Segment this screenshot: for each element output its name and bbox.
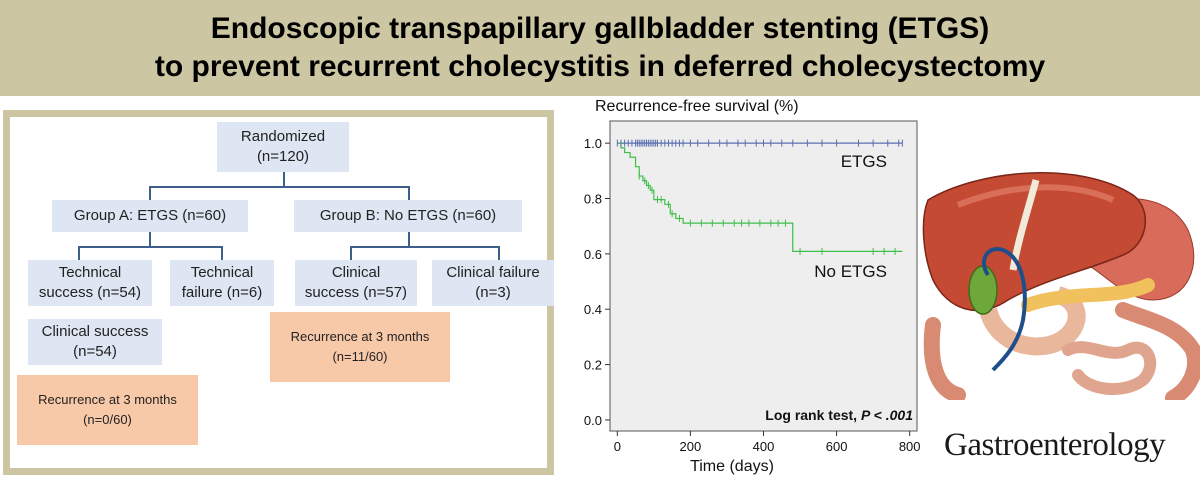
x-tick-label: 800 bbox=[899, 439, 920, 454]
journal-logo: Gastroenterology bbox=[944, 427, 1166, 463]
title-line-2: to prevent recurrent cholecystitis in de… bbox=[154, 50, 1046, 83]
a-recurrence-line1: Recurrence at 3 months bbox=[38, 392, 177, 407]
log-rank-prefix: Log rank test, bbox=[765, 407, 861, 423]
a-technical-success-line2: success (n=54) bbox=[38, 284, 142, 301]
connector-line bbox=[149, 232, 151, 247]
log-rank-p-value: P < .001 bbox=[861, 407, 913, 423]
y-tick-label: 1.0 bbox=[584, 136, 602, 151]
censor-layer bbox=[616, 139, 903, 255]
stent bbox=[982, 247, 1027, 372]
connector-line bbox=[498, 246, 500, 260]
y-tick-label: 0.6 bbox=[584, 247, 602, 262]
a-technical-failure-line2: failure (n=6) bbox=[181, 284, 263, 301]
x-tick-label: 400 bbox=[753, 439, 775, 454]
connector-line bbox=[283, 172, 285, 187]
a-technical-failure-box: Technical failure (n=6) bbox=[170, 260, 274, 306]
anatomy-illustration bbox=[922, 172, 1200, 400]
connector-line bbox=[350, 246, 352, 260]
b-recurrence-line2: (n=11/60) bbox=[332, 349, 388, 364]
a-technical-failure-line1: Technical bbox=[190, 264, 254, 281]
a-clinical-success-line1: Clinical success bbox=[41, 323, 149, 340]
b-clinical-failure-line1: Clinical failure bbox=[446, 264, 540, 281]
small-intestine bbox=[1062, 341, 1157, 396]
group-b-box: Group B: No ETGS (n=60) bbox=[294, 200, 522, 232]
group-a-box: Group A: ETGS (n=60) bbox=[52, 200, 248, 232]
group-b-label: Group B: No ETGS (n=60) bbox=[319, 207, 497, 224]
title-line-1: Endoscopic transpapillary gallbladder st… bbox=[210, 12, 990, 45]
b-clinical-failure-line2: (n=3) bbox=[475, 284, 511, 301]
log-rank-annotation: Log rank test, P < .001 bbox=[765, 407, 913, 423]
chart-title: Recurrence-free survival (%) bbox=[595, 98, 799, 115]
x-tick-label: 200 bbox=[680, 439, 702, 454]
connector-line bbox=[408, 232, 410, 247]
y-tick-label: 0.4 bbox=[584, 302, 602, 317]
connector-line bbox=[149, 186, 151, 200]
plot-area bbox=[609, 120, 918, 432]
etgs-curve-label: ETGS bbox=[841, 152, 887, 171]
connector-line bbox=[78, 246, 80, 260]
connector-line bbox=[408, 186, 410, 200]
b-clinical-failure-box: Clinical failure (n=3) bbox=[432, 260, 554, 306]
connector-line bbox=[350, 246, 500, 248]
x-tick-label: 0 bbox=[614, 439, 621, 454]
a-clinical-success-line2: (n=54) bbox=[73, 343, 117, 360]
connector-line bbox=[78, 246, 223, 248]
y-tick-label: 0.2 bbox=[584, 358, 602, 373]
y-tick-label: 0.0 bbox=[584, 413, 602, 428]
pancreas bbox=[1021, 278, 1155, 312]
randomized-label: Randomized bbox=[240, 128, 326, 145]
a-clinical-success-box: Clinical success (n=54) bbox=[28, 319, 162, 365]
x-axis-label: Time (days) bbox=[690, 458, 774, 475]
x-tick-label: 600 bbox=[826, 439, 848, 454]
no-etgs-curve-label: No ETGS bbox=[814, 262, 887, 281]
a-technical-success-box: Technical success (n=54) bbox=[28, 260, 152, 306]
b-clinical-success-line1: Clinical bbox=[331, 264, 381, 281]
gallbladder bbox=[968, 265, 998, 315]
b-recurrence-line1: Recurrence at 3 months bbox=[290, 329, 430, 344]
y-axis: 0.0 0.2 0.4 0.6 0.8 1.0 bbox=[584, 136, 610, 428]
x-axis: 0 200 400 600 800 bbox=[614, 431, 920, 454]
flowchart-frame: Randomized (n=120) Group A: ETGS (n=60) … bbox=[3, 110, 554, 475]
survival-chart: Recurrence-free survival (%) 0.00.20.40.… bbox=[584, 98, 920, 475]
colon bbox=[923, 302, 1200, 400]
a-recurrence-line2: (n=0/60) bbox=[83, 412, 132, 427]
title-banner: Endoscopic transpapillary gallbladder st… bbox=[0, 0, 1200, 96]
b-clinical-success-line2: success (n=57) bbox=[304, 284, 408, 301]
a-technical-success-line1: Technical bbox=[58, 264, 122, 281]
randomized-box: Randomized (n=120) bbox=[217, 122, 349, 172]
duodenum bbox=[979, 286, 1086, 356]
b-recurrence-box: Recurrence at 3 months (n=11/60) bbox=[270, 312, 450, 382]
y-tick-label: 0.8 bbox=[584, 192, 602, 207]
connector-line bbox=[221, 246, 223, 260]
randomized-count: (n=120) bbox=[256, 148, 310, 165]
a-recurrence-box: Recurrence at 3 months (n=0/60) bbox=[17, 375, 198, 445]
connector-line bbox=[149, 186, 410, 188]
b-clinical-success-box: Clinical success (n=57) bbox=[295, 260, 417, 306]
group-a-label: Group A: ETGS (n=60) bbox=[73, 207, 227, 224]
